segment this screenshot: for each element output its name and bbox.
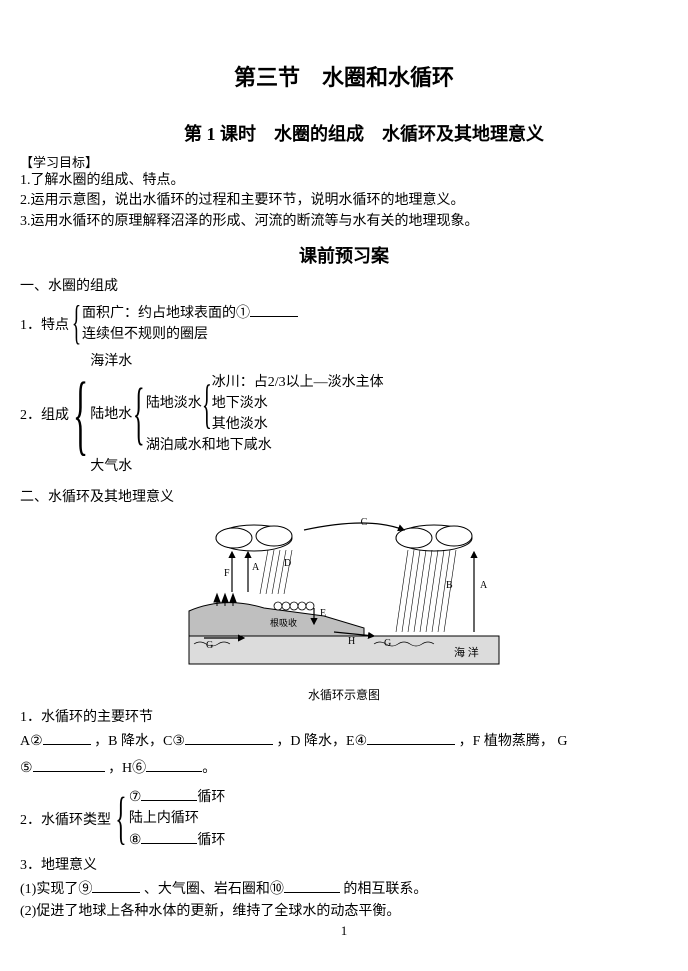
- comp-fresh-group: 陆地淡水 { 冰川：占2/3以上—淡水主体 地下淡水 其他淡水: [146, 372, 384, 435]
- goal-heading: 【学习目标】: [20, 152, 668, 171]
- q1-line: A② ，B 降水，C③ ，D 降水，E④ ，F 植物蒸腾， G: [20, 729, 668, 756]
- q1-line2: ⑤ ，H⑥ 。: [20, 756, 668, 783]
- type-brace: 2．水循环类型 { ⑦ 循环 陆上内循环 ⑧ 循环: [20, 786, 668, 851]
- type-c-suf: 循环: [197, 833, 225, 848]
- composition-label: 2．组成: [20, 404, 71, 424]
- q1-de: ，D 降水，E④: [276, 734, 367, 749]
- q3-l1: (1)实现了⑨ 、大气圈、岩石圈和⑩ 的相互联系。: [20, 878, 668, 901]
- page-container: 第三节 水圈和水循环 第 1 课时 水圈的组成 水循环及其地理意义 【学习目标】…: [0, 0, 688, 943]
- q1-h: ，H⑥: [108, 761, 146, 776]
- blank-3[interactable]: [185, 730, 273, 745]
- feature-a-text: 面积广：约占地球表面的①: [82, 306, 250, 321]
- brace-icon: {: [73, 390, 88, 440]
- diagram-label-a1: A: [252, 562, 260, 573]
- feature-line-b: 连续但不规则的圈层: [82, 324, 298, 345]
- q1-f: ，F 植物蒸腾，: [459, 734, 554, 749]
- comp-glacier: 冰川：占2/3以上—淡水主体: [212, 372, 384, 393]
- q1-5: ⑤: [20, 761, 33, 776]
- diagram-label-f: F: [224, 568, 230, 579]
- brace-icon: {: [72, 309, 81, 338]
- type-c-pre: ⑧: [129, 833, 142, 848]
- type-b: 陆上内循环: [129, 808, 226, 829]
- type-c: ⑧ 循环: [129, 829, 226, 851]
- section-1-head: 一、水圈的组成: [20, 276, 668, 298]
- type-label: 2．水循环类型: [20, 809, 113, 829]
- comp-land-group: 陆地水 { 陆地淡水 { 冰川：占2/3以上—淡水主体 地下淡水 其他淡水 湖泊…: [90, 372, 383, 456]
- comp-lake: 湖泊咸水和地下咸水: [146, 435, 384, 456]
- q1-a: A②: [20, 734, 43, 749]
- q1-head: 1．水循环的主要环节: [20, 707, 668, 729]
- blank-7[interactable]: [141, 786, 197, 801]
- composition-brace: 2．组成 { 海洋水 陆地水 { 陆地淡水 { 冰川：占2/3以上—淡水主体 地…: [20, 351, 668, 477]
- comp-ground: 地下淡水: [212, 393, 384, 414]
- feature-line-a: 面积广：约占地球表面的①: [82, 302, 298, 324]
- diagram-label-b: B: [446, 580, 453, 591]
- blank-4[interactable]: [367, 730, 455, 745]
- brace-icon: {: [202, 388, 212, 420]
- goal-item: 1.了解水圈的组成、特点。: [20, 171, 668, 191]
- q3-l2: (2)促进了地球上各种水体的更新，维持了全球水的动态平衡。: [20, 901, 668, 923]
- goal-item: 2.运用示意图，说出水循环的过程和主要环节，说明水循环的地理意义。: [20, 191, 668, 211]
- lesson-title: 第 1 课时 水圈的组成 水循环及其地理意义: [20, 120, 668, 146]
- diagram-label-d: D: [284, 558, 291, 569]
- diagram-label-h: H: [348, 636, 355, 647]
- blank-5[interactable]: [33, 757, 105, 772]
- blank-10[interactable]: [284, 878, 340, 893]
- comp-fresh: 陆地淡水: [146, 393, 202, 414]
- type-a: ⑦ 循环: [129, 786, 226, 808]
- diagram-label-c: C: [361, 517, 368, 528]
- diagram-caption: 水循环示意图: [20, 686, 668, 703]
- diagram-label-g1: G: [206, 640, 213, 651]
- diagram-label-g2: G: [384, 638, 391, 649]
- comp-ocean: 海洋水: [90, 351, 383, 372]
- blank-9[interactable]: [92, 878, 140, 893]
- blank-2[interactable]: [43, 730, 91, 745]
- diagram-root-label: 根吸收: [270, 617, 297, 628]
- goal-list: 1.了解水圈的组成、特点。 2.运用示意图，说出水循环的过程和主要环节，说明水循…: [20, 171, 668, 232]
- page-number: 1: [0, 923, 688, 939]
- blank-6[interactable]: [146, 757, 202, 772]
- q3-l1-suf: 的相互联系。: [343, 882, 427, 897]
- feature-brace: 1．特点 { 面积广：约占地球表面的① 连续但不规则的圈层: [20, 302, 668, 345]
- comp-land: 陆地水: [90, 404, 132, 425]
- diagram-label-e: E: [320, 608, 326, 619]
- q1-g: G: [557, 734, 567, 749]
- type-a-pre: ⑦: [129, 790, 142, 805]
- diagram-sea-label: 海 洋: [454, 645, 479, 659]
- feature-label: 1．特点: [20, 314, 71, 334]
- water-cycle-diagram: C 海 洋 F A D: [184, 516, 504, 686]
- q1-bc: ，B 降水，C③: [94, 734, 185, 749]
- preclass-heading: 课前预习案: [20, 242, 668, 268]
- q1-period: 。: [202, 761, 216, 776]
- goal-item: 3.运用水循环的原理解释沼泽的形成、河流的断流等与水有关的地理现象。: [20, 212, 668, 232]
- brace-icon: {: [133, 395, 145, 434]
- q3-l1-mid: 、大气圈、岩石圈和⑩: [144, 882, 284, 897]
- diagram-label-a2: A: [480, 580, 488, 591]
- brace-icon: {: [115, 801, 126, 836]
- q3-l1-pre: (1)实现了⑨: [20, 882, 92, 897]
- q3-head: 3．地理意义: [20, 855, 668, 877]
- comp-atmo: 大气水: [90, 456, 383, 477]
- section-2-head: 二、水循环及其地理意义: [20, 487, 668, 509]
- main-title: 第三节 水圈和水循环: [20, 60, 668, 92]
- blank-1[interactable]: [250, 302, 298, 317]
- comp-other: 其他淡水: [212, 414, 384, 435]
- type-a-suf: 循环: [197, 790, 225, 805]
- blank-8[interactable]: [141, 829, 197, 844]
